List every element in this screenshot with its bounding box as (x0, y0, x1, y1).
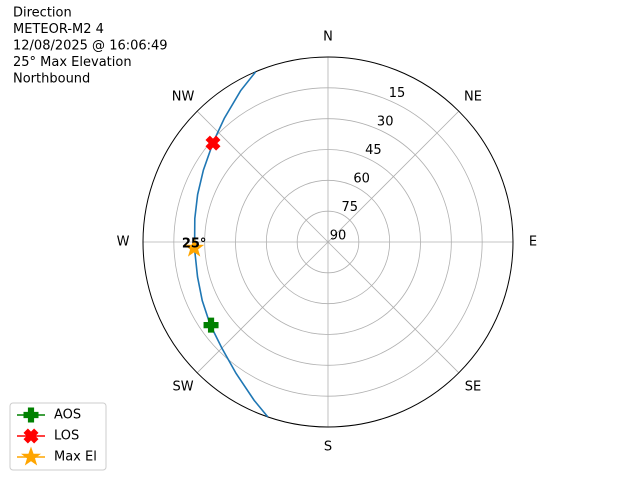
r-tick-label: 30 (377, 115, 394, 130)
title-line: 25° Max Elevation (13, 55, 132, 70)
legend-label: LOS (54, 429, 79, 444)
title-line: Northbound (13, 72, 90, 87)
grid-spoke (327, 241, 460, 374)
annotation: 25° (182, 237, 207, 252)
r-tick-label: 75 (342, 200, 359, 215)
legend-label: Max El (54, 450, 97, 465)
theta-tick-label: S (324, 440, 332, 455)
grid-spoke (196, 110, 329, 243)
legend-marker (23, 407, 39, 423)
legend-marker (23, 428, 39, 444)
marker (203, 317, 219, 333)
legend-label: AOS (54, 408, 81, 423)
r-tick-label: 45 (365, 143, 382, 158)
theta-tick-label: NW (172, 90, 195, 105)
r-tick-label: 60 (353, 172, 370, 187)
r-tick-label: 15 (389, 86, 406, 101)
legend-marker (20, 446, 42, 466)
theta-tick-label: E (529, 235, 537, 250)
polar-frame (142, 56, 514, 428)
theta-tick-label: SW (172, 379, 193, 394)
title-line: Direction (13, 6, 72, 21)
grid-spoke (327, 110, 460, 243)
r-tick-label: 90 (330, 229, 347, 244)
title-line: METEOR-M2 4 (13, 22, 104, 37)
grid-spoke (196, 241, 329, 374)
theta-tick-label: SE (465, 379, 481, 394)
marker (205, 135, 221, 151)
theta-tick-label: N (323, 30, 333, 45)
theta-tick-label: W (117, 235, 130, 250)
marker (184, 237, 205, 257)
title-line: 12/08/2025 @ 16:06:49 (13, 39, 168, 54)
theta-tick-label: NE (464, 90, 482, 105)
